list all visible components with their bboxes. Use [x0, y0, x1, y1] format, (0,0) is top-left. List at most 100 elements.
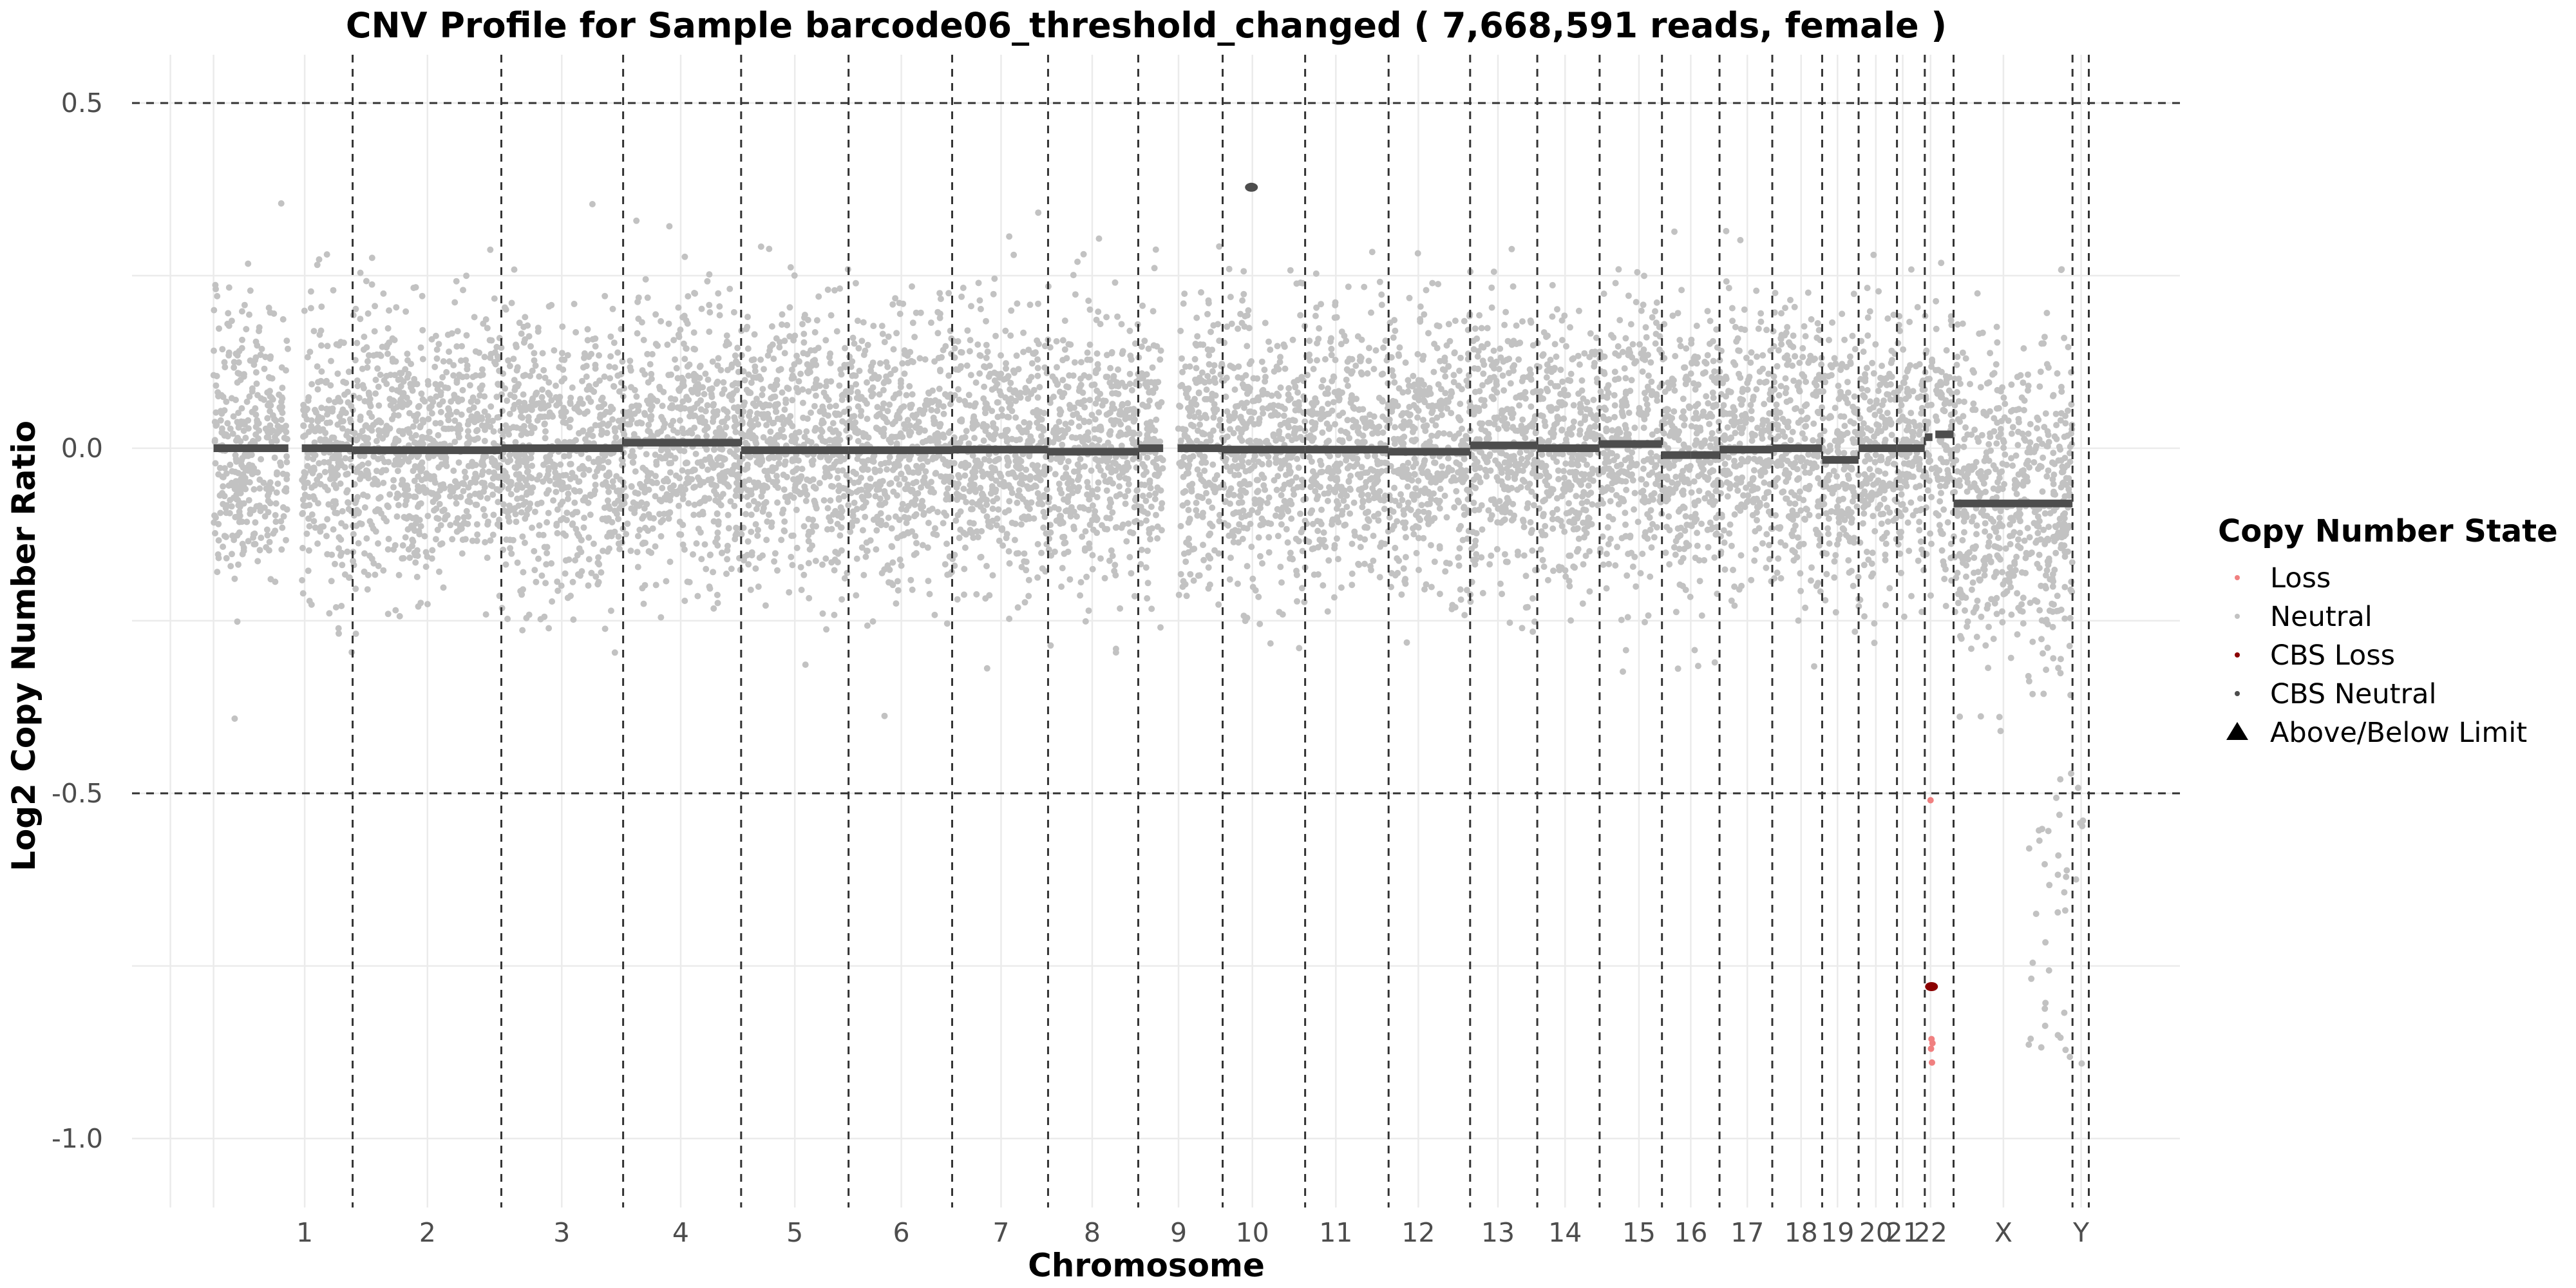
neutral-point [1034, 372, 1041, 379]
neutral-point [1007, 332, 1014, 339]
neutral-point [961, 434, 969, 440]
neutral-point [879, 330, 886, 337]
neutral-point [1091, 435, 1098, 442]
neutral-point [1195, 389, 1202, 396]
neutral-point [1207, 530, 1214, 537]
neutral-point [246, 393, 253, 400]
neutral-point [1198, 289, 1204, 296]
neutral-point [390, 477, 397, 484]
neutral-point [419, 327, 426, 334]
neutral-point [1065, 458, 1072, 465]
neutral-point [377, 419, 384, 426]
neutral-point [634, 298, 641, 305]
neutral-point [1113, 493, 1120, 500]
neutral-point [283, 459, 290, 466]
neutral-point [548, 560, 555, 567]
neutral-point [327, 382, 334, 389]
neutral-point [411, 477, 418, 484]
neutral-point [909, 319, 916, 327]
neutral-point [682, 486, 688, 493]
neutral-point [481, 408, 488, 415]
neutral-point [690, 466, 697, 473]
neutral-point [906, 453, 913, 460]
neutral-point [944, 485, 951, 492]
neutral-point [741, 377, 748, 384]
neutral-point [1058, 583, 1065, 590]
neutral-point [909, 586, 916, 593]
neutral-point [399, 555, 406, 562]
neutral-point [562, 532, 569, 539]
neutral-point [310, 518, 317, 525]
neutral-point [724, 511, 732, 518]
neutral-point [648, 375, 655, 383]
neutral-point [535, 555, 542, 562]
neutral-point [1021, 474, 1028, 481]
neutral-point [1150, 308, 1157, 315]
neutral-point [998, 432, 1005, 439]
neutral-point [379, 455, 386, 462]
neutral-point [636, 402, 642, 410]
neutral-point [565, 484, 572, 491]
neutral-point [764, 473, 771, 480]
neutral-point [319, 523, 326, 530]
neutral-point [990, 420, 997, 427]
neutral-point [1152, 384, 1159, 392]
neutral-point [410, 413, 417, 419]
neutral-point [956, 474, 963, 481]
neutral-point [484, 521, 491, 528]
neutral-point [833, 402, 839, 410]
neutral-point [712, 497, 719, 504]
neutral-point [385, 535, 392, 542]
neutral-point [752, 368, 759, 375]
neutral-point [801, 433, 808, 440]
neutral-point [949, 556, 956, 562]
neutral-point [1028, 360, 1036, 367]
neutral-point [767, 343, 773, 350]
neutral-point [664, 510, 671, 517]
neutral-point [1026, 420, 1033, 427]
neutral-point [463, 272, 470, 279]
neutral-point [781, 527, 788, 535]
neutral-point [1205, 564, 1212, 571]
neutral-point [609, 483, 616, 490]
neutral-point [425, 415, 432, 422]
neutral-point [1138, 546, 1145, 553]
neutral-point [213, 409, 220, 416]
neutral-point [611, 339, 618, 346]
neutral-point [867, 367, 875, 374]
neutral-point [1141, 337, 1148, 345]
neutral-point [1023, 558, 1030, 565]
neutral-point [487, 354, 494, 361]
neutral-point [1107, 428, 1114, 435]
neutral-point [896, 556, 904, 563]
neutral-point [813, 361, 820, 368]
neutral-point [269, 439, 275, 446]
neutral-point [692, 484, 698, 490]
neutral-point [1028, 390, 1034, 397]
neutral-point [528, 424, 535, 431]
neutral-point [780, 421, 787, 428]
neutral-point [696, 511, 703, 518]
neutral-point [774, 499, 781, 506]
neutral-point [531, 350, 538, 357]
neutral-point [1089, 488, 1095, 495]
neutral-point [1041, 364, 1048, 371]
neutral-point [607, 607, 614, 614]
neutral-point [799, 386, 806, 393]
neutral-point [670, 427, 677, 434]
neutral-point [523, 511, 530, 518]
neutral-point [1295, 538, 1302, 545]
neutral-point [1088, 467, 1095, 474]
neutral-point [612, 434, 620, 441]
neutral-point [1043, 370, 1050, 377]
neutral-point [607, 353, 614, 360]
neutral-point [1079, 533, 1086, 540]
neutral-point [505, 485, 512, 492]
neutral-point [916, 355, 923, 362]
neutral-point [313, 425, 320, 432]
neutral-point [220, 483, 227, 490]
neutral-point [648, 470, 654, 477]
neutral-point [1005, 373, 1012, 380]
neutral-point [1239, 297, 1246, 304]
neutral-point [634, 564, 641, 571]
